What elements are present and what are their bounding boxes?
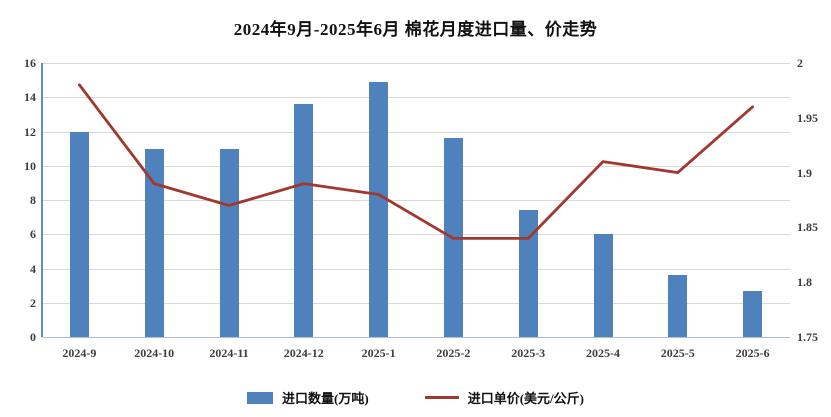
legend: 进口数量(万吨) 进口单价(美元/公斤) bbox=[0, 388, 831, 407]
x-axis-tick-label: 2025-3 bbox=[511, 346, 546, 360]
import-volume-bar bbox=[518, 210, 538, 337]
import-volume-bar bbox=[593, 234, 613, 337]
x-axis-tick-label: 2024-9 bbox=[62, 346, 97, 360]
import-volume-bar bbox=[743, 290, 763, 337]
import-volume-bar bbox=[219, 148, 239, 337]
import-volume-bar bbox=[369, 81, 389, 337]
left-axis-tick-label: 0 bbox=[30, 330, 36, 344]
x-axis-tick-label: 2024-10 bbox=[134, 346, 175, 360]
left-axis-tick-label: 10 bbox=[24, 158, 36, 173]
gridline bbox=[42, 131, 790, 133]
import-volume-bar bbox=[294, 104, 314, 337]
x-axis-tick-label: 2025-1 bbox=[361, 346, 396, 360]
gridline bbox=[42, 63, 790, 64]
x-axis-tick-label: 2025-4 bbox=[586, 346, 620, 360]
right-axis-tick-label: 1.75 bbox=[797, 330, 818, 344]
x-axis-tick-label: 2025-2 bbox=[436, 346, 471, 360]
gridline bbox=[42, 165, 790, 167]
legend-item-label: 进口单价(美元/公斤) bbox=[467, 391, 584, 406]
price-line bbox=[78, 83, 754, 240]
left-axis-tick-label: 8 bbox=[30, 193, 36, 207]
import-volume-bar bbox=[69, 131, 89, 337]
gridline bbox=[42, 200, 790, 201]
legend-item: 进口数量(万吨) bbox=[247, 388, 369, 407]
x-axis-tick-label: 2024-12 bbox=[283, 346, 324, 360]
plot-area bbox=[41, 63, 790, 338]
right-axis-tick-label: 1.85 bbox=[797, 220, 818, 235]
x-axis-tick-label: 2025-6 bbox=[735, 346, 770, 360]
legend-swatch-line bbox=[424, 396, 459, 399]
gridline bbox=[42, 302, 790, 304]
left-axis-line bbox=[41, 63, 43, 337]
line-series-layer bbox=[78, 83, 754, 240]
gridline bbox=[42, 97, 790, 99]
x-axis-tick-label: 2024-11 bbox=[209, 346, 249, 360]
legend-item: 进口单价(美元/公斤) bbox=[424, 388, 584, 407]
right-axis-tick-label: 1.9 bbox=[797, 165, 812, 180]
left-axis-tick-label: 6 bbox=[30, 227, 36, 242]
left-axis-tick-label: 12 bbox=[24, 124, 36, 139]
gridline bbox=[42, 268, 790, 270]
import-volume-bar bbox=[668, 275, 688, 337]
x-axis-line bbox=[42, 337, 790, 338]
right-axis-tick-label: 2 bbox=[797, 56, 803, 70]
import-volume-bar bbox=[144, 148, 164, 337]
right-axis-tick-label: 1.8 bbox=[797, 275, 812, 290]
gridline bbox=[42, 234, 790, 236]
left-axis-tick-label: 16 bbox=[24, 56, 36, 70]
left-axis-tick-label: 2 bbox=[30, 295, 36, 310]
legend-item-label: 进口数量(万吨) bbox=[282, 391, 369, 406]
left-axis-tick-label: 4 bbox=[30, 261, 36, 276]
legend-swatch-bar bbox=[247, 391, 274, 404]
x-axis-tick-label: 2025-5 bbox=[660, 346, 695, 360]
right-axis-tick-label: 1.95 bbox=[797, 110, 818, 125]
chart-title: 2024年9月-2025年6月 棉花月度进口量、价走势 bbox=[233, 20, 598, 39]
left-axis-tick-label: 14 bbox=[24, 90, 36, 105]
